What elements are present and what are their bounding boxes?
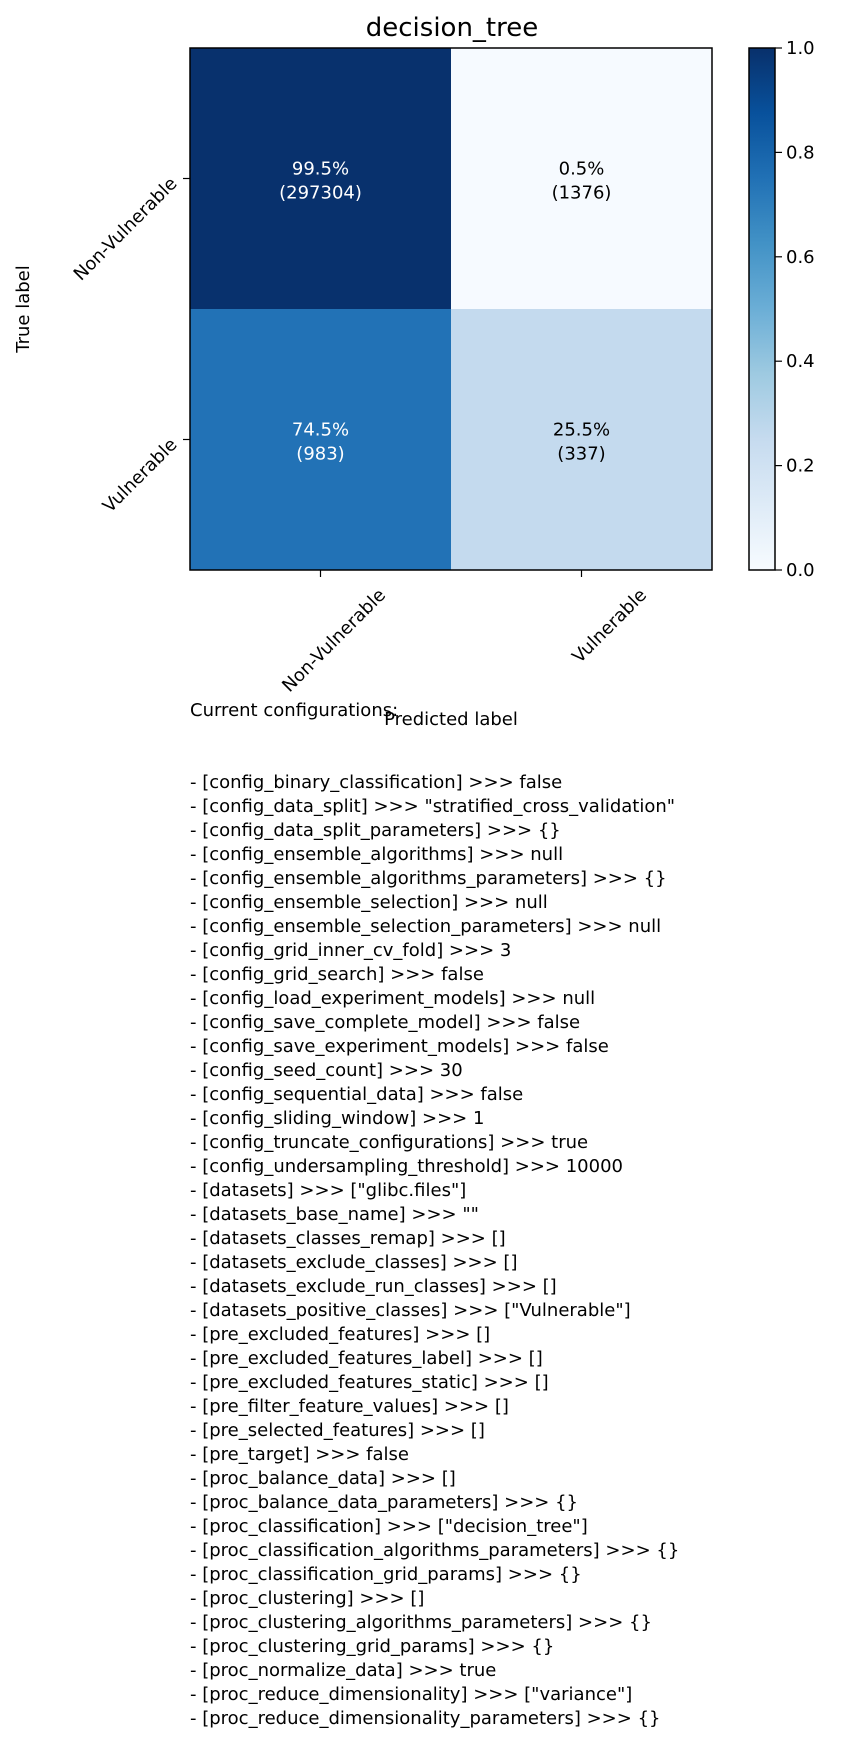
config-line: - [config_data_split_parameters] >>> {} — [190, 820, 561, 841]
colorbar-tick-label: 0.8 — [786, 142, 815, 163]
colorbar-tick-label: 0.4 — [786, 351, 815, 372]
colorbar — [748, 47, 776, 571]
config-line: - [pre_selected_features] >>> [] — [190, 1420, 485, 1441]
config-line: - [config_seed_count] >>> 30 — [190, 1060, 463, 1081]
config-line: - [config_save_experiment_models] >>> fa… — [190, 1036, 609, 1057]
config-line: - [config_sliding_window] >>> 1 — [190, 1108, 485, 1129]
cell-percent-label: 99.5% — [292, 159, 349, 180]
config-line: - [pre_excluded_features] >>> [] — [190, 1324, 491, 1345]
colorbar-tick-label: 0.2 — [786, 456, 815, 477]
config-line: - [datasets_positive_classes] >>> ["Vuln… — [190, 1300, 631, 1321]
config-line: - [datasets] >>> ["glibc.files"] — [190, 1180, 467, 1201]
config-line: - [config_data_split] >>> "stratified_cr… — [190, 796, 676, 817]
heatmap-cell — [190, 48, 452, 310]
config-line: - [config_truncate_configurations] >>> t… — [190, 1132, 589, 1153]
config-line: - [proc_reduce_dimensionality] >>> ["var… — [190, 1684, 633, 1705]
chart-title: decision_tree — [366, 13, 538, 43]
config-line: - [config_sequential_data] >>> false — [190, 1084, 524, 1105]
config-line: - [config_undersampling_threshold] >>> 1… — [190, 1156, 623, 1177]
config-line: - [proc_reduce_dimensionality_parameters… — [190, 1708, 661, 1729]
config-line: - [pre_excluded_features_static] >>> [] — [190, 1372, 549, 1393]
config-line: - [pre_excluded_features_label] >>> [] — [190, 1348, 543, 1369]
config-line: - [datasets_exclude_run_classes] >>> [] — [190, 1276, 557, 1297]
config-line: - [proc_classification] >>> ["decision_t… — [190, 1516, 588, 1537]
config-line: - [config_ensemble_selection_parameters]… — [190, 916, 662, 937]
config-line: - [config_ensemble_algorithms_parameters… — [190, 868, 667, 889]
heatmap-cell — [451, 48, 713, 310]
colorbar-ticks: 0.0 0.2 0.4 0.6 0.8 1.0 — [775, 38, 815, 581]
y-tick-label: Non-Vulnerable — [70, 173, 182, 285]
config-line: - [datasets_classes_remap] >>> [] — [190, 1228, 506, 1249]
config-line: - [datasets_base_name] >>> "" — [190, 1204, 479, 1225]
cell-count-label: (297304) — [279, 183, 362, 204]
cell-percent-label: 25.5% — [553, 420, 610, 441]
heatmap-cell-labels: 99.5% (297304) 0.5% (1376) 74.5% (983) 25.5% (3… — [279, 159, 611, 465]
config-heading: Current configurations: — [190, 700, 399, 721]
config-line: - [config_save_complete_model] >>> false — [190, 1012, 581, 1033]
cell-percent-label: 74.5% — [292, 420, 349, 441]
plot-frame — [189, 47, 713, 571]
colorbar-tick-label: 0.6 — [786, 247, 815, 268]
heatmap-cells — [190, 48, 713, 571]
y-axis-label: True label — [13, 265, 34, 354]
config-line: - [proc_classification_grid_params] >>> … — [190, 1564, 582, 1585]
config-line: - [proc_clustering] >>> [] — [190, 1588, 425, 1609]
config-line: - [config_grid_search] >>> false — [190, 964, 484, 985]
config-lines: - [config_binary_classification] >>> fal… — [190, 771, 840, 1731]
config-line: - [config_grid_inner_cv_fold] >>> 3 — [190, 940, 512, 961]
confusion-matrix-figure: decision_tree 99.5% (297304) 0.5% (1376) 74.… — [13, 13, 815, 730]
config-line: - [config_load_experiment_models] >>> nu… — [190, 988, 596, 1009]
config-line: - [proc_balance_data] >>> [] — [190, 1468, 456, 1489]
colorbar-tick-label: 1.0 — [786, 38, 815, 59]
config-line: - [proc_clustering_algorithms_parameters… — [190, 1612, 652, 1633]
heatmap-cell — [190, 309, 452, 571]
y-axis: Non-Vulnerable Vulnerable — [70, 173, 190, 517]
configuration-text: Current configurations: - [config_binary… — [190, 651, 840, 1755]
cell-percent-label: 0.5% — [559, 159, 605, 180]
cell-count-label: (983) — [296, 444, 344, 465]
config-line: - [proc_normalize_data] >>> true — [190, 1660, 497, 1681]
x-axis-label: Predicted label — [384, 709, 518, 730]
cell-count-label: (337) — [557, 444, 605, 465]
y-tick-label: Vulnerable — [99, 434, 182, 517]
config-line: - [proc_classification_algorithms_parame… — [190, 1540, 680, 1561]
config-line: - [datasets_exclude_classes] >>> [] — [190, 1252, 518, 1273]
config-line: - [config_ensemble_selection] >>> null — [190, 892, 548, 913]
config-line: - [proc_clustering_grid_params] >>> {} — [190, 1636, 555, 1657]
config-line: - [pre_filter_feature_values] >>> [] — [190, 1396, 509, 1417]
cell-count-label: (1376) — [552, 183, 612, 204]
config-line: - [config_ensemble_algorithms] >>> null — [190, 844, 564, 865]
colorbar-tick-label: 0.0 — [786, 560, 815, 581]
heatmap-cell — [451, 309, 713, 571]
config-line: - [config_binary_classification] >>> fal… — [190, 772, 563, 793]
config-line: - [proc_balance_data_parameters] >>> {} — [190, 1492, 579, 1513]
config-line: - [pre_target] >>> false — [190, 1444, 410, 1465]
